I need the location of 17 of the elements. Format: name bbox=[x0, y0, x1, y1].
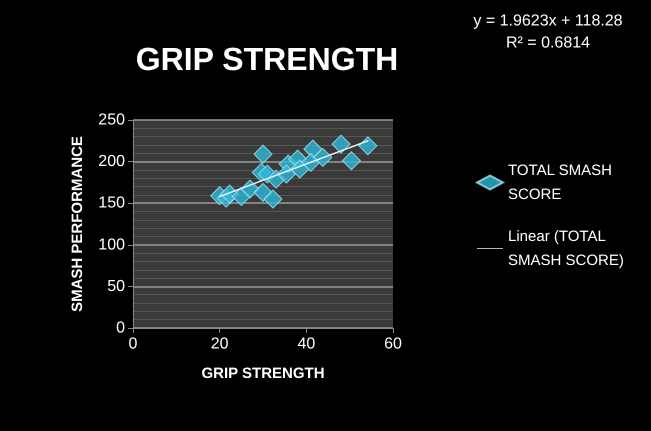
y-tick-label: 250 bbox=[98, 112, 126, 128]
y-tick-label: 200 bbox=[98, 153, 126, 170]
x-tick-label: 20 bbox=[210, 336, 229, 352]
x-tick-label: 40 bbox=[297, 336, 316, 352]
y-axis-title: SMASH PERFORMANCE bbox=[69, 136, 86, 312]
y-tick-label: 100 bbox=[98, 236, 126, 254]
y-tick-label: 0 bbox=[116, 320, 126, 336]
text: y = 1.9623x + 118.28 bbox=[473, 12, 623, 30]
text: R² = 0.6814 bbox=[506, 34, 590, 52]
legend-label: Linear (TOTAL SMASH SCORE) bbox=[508, 228, 624, 269]
x-tick-label: 0 bbox=[128, 336, 138, 352]
legend-label: TOTAL SMASH SCORE bbox=[508, 162, 616, 203]
x-tick-label: 60 bbox=[384, 336, 402, 352]
text: GRIP STRENGTH bbox=[201, 365, 325, 382]
x-axis-title: GRIP STRENGTH bbox=[136, 41, 398, 77]
y-tick-label: 150 bbox=[98, 194, 126, 212]
y-tick-label: 50 bbox=[107, 278, 126, 295]
